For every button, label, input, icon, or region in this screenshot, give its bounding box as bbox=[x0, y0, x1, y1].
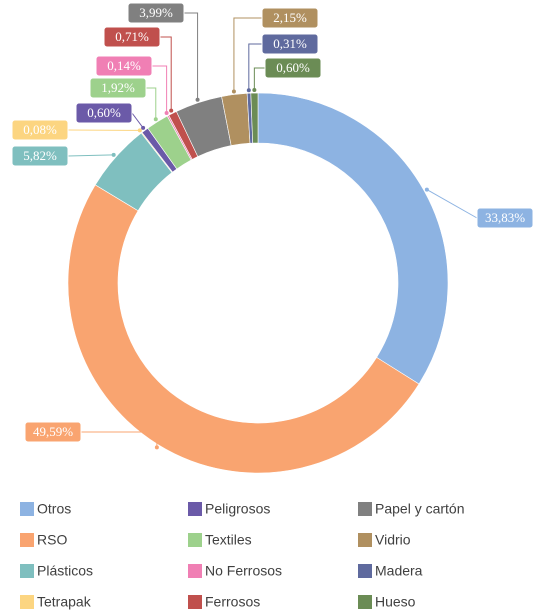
leader-dot bbox=[231, 89, 236, 94]
leader-dot bbox=[111, 152, 116, 157]
value-label: 49,59% bbox=[33, 424, 73, 439]
legend-label: RSO bbox=[37, 532, 67, 548]
value-label: 5,82% bbox=[23, 148, 57, 163]
value-label-box bbox=[264, 57, 322, 79]
legend-label: Textiles bbox=[205, 532, 252, 548]
leader-dot bbox=[141, 125, 146, 130]
leader-line bbox=[131, 112, 144, 129]
legend-swatch bbox=[358, 533, 372, 547]
value-label: 0,08% bbox=[23, 122, 57, 137]
leader-dot bbox=[153, 117, 158, 122]
leader-line bbox=[146, 87, 157, 120]
legend-swatch bbox=[20, 533, 34, 547]
value-label: 0,71% bbox=[115, 29, 149, 44]
leader-line bbox=[184, 12, 199, 100]
leader-dot bbox=[169, 108, 174, 113]
value-label-box bbox=[11, 119, 69, 141]
legend-label: Ferrosos bbox=[205, 594, 260, 610]
legend-label: Peligrosos bbox=[205, 501, 270, 517]
legend-swatch bbox=[188, 595, 202, 609]
value-label: 0,60% bbox=[87, 105, 121, 120]
value-label-box bbox=[95, 55, 153, 77]
value-label: 0,31% bbox=[273, 36, 307, 51]
leader-dot bbox=[246, 88, 251, 93]
donut-segment bbox=[67, 184, 420, 474]
legend-swatch bbox=[20, 595, 34, 609]
leader-line bbox=[81, 431, 158, 448]
donut-segment bbox=[250, 92, 259, 144]
value-label-box bbox=[127, 2, 185, 24]
legend-swatch bbox=[358, 502, 372, 516]
value-label-box bbox=[75, 102, 133, 124]
leader-dot bbox=[195, 97, 200, 102]
legend-swatch bbox=[20, 564, 34, 578]
leader-dot bbox=[252, 88, 257, 93]
leader-line bbox=[152, 65, 168, 114]
value-label: 0,14% bbox=[107, 58, 141, 73]
value-label: 1,92% bbox=[101, 80, 135, 95]
legend-label: Hueso bbox=[375, 594, 416, 610]
leader-line bbox=[253, 67, 265, 91]
value-label-box bbox=[476, 207, 534, 229]
donut-segment bbox=[257, 92, 449, 385]
legend-swatch bbox=[188, 533, 202, 547]
leader-line bbox=[426, 189, 478, 219]
legend-swatch bbox=[358, 564, 372, 578]
legend-label: Otros bbox=[37, 501, 71, 517]
value-label-box bbox=[24, 421, 82, 443]
legend-swatch bbox=[20, 502, 34, 516]
leader-line bbox=[67, 154, 114, 157]
value-label: 3,99% bbox=[139, 5, 173, 20]
legend-swatch bbox=[188, 564, 202, 578]
value-label: 2,15% bbox=[273, 10, 307, 25]
legend-label: Vidrio bbox=[375, 532, 411, 548]
legend-label: Papel y cartón bbox=[375, 501, 465, 517]
legend-swatch bbox=[358, 595, 372, 609]
leader-line bbox=[160, 36, 172, 111]
leader-line bbox=[233, 17, 262, 92]
legend-label: Tetrapak bbox=[37, 594, 92, 610]
leader-dot bbox=[154, 445, 159, 450]
legend-label: Madera bbox=[375, 563, 423, 579]
value-label: 0,60% bbox=[276, 60, 310, 75]
value-label-box bbox=[261, 7, 319, 29]
leader-line bbox=[248, 43, 262, 91]
value-label-box bbox=[103, 26, 161, 48]
value-label-box bbox=[89, 77, 147, 99]
leader-dot bbox=[164, 111, 169, 116]
leader-dot bbox=[137, 128, 142, 133]
value-label-box bbox=[11, 145, 69, 167]
value-label: 33,83% bbox=[485, 210, 525, 225]
legend-label: Plásticos bbox=[37, 563, 93, 579]
value-label-box bbox=[261, 33, 319, 55]
legend-swatch bbox=[188, 502, 202, 516]
leader-dot bbox=[424, 187, 429, 192]
legend-label: No Ferrosos bbox=[205, 563, 282, 579]
